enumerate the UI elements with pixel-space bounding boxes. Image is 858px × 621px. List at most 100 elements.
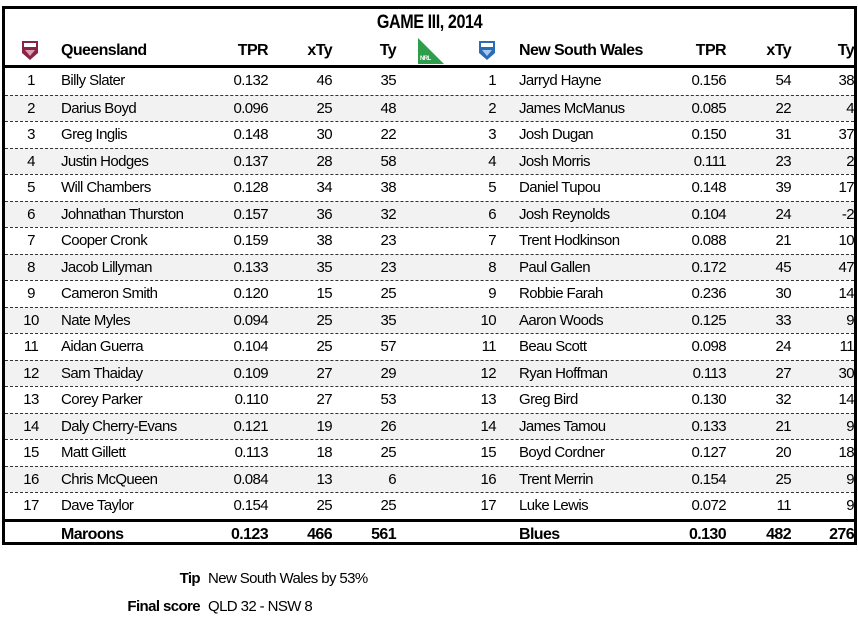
home-ty: 6: [388, 470, 396, 488]
home-ty: 26: [380, 417, 397, 435]
away-player-name: Ryan Hoffman: [519, 364, 608, 382]
home-xty: 25: [316, 497, 333, 514]
home-xty: 18: [316, 444, 333, 461]
away-xty: 54: [775, 72, 792, 89]
home-tpr: 0.133: [233, 258, 268, 276]
away-tpr: 0.111: [693, 152, 727, 170]
home-tpr: 0.104: [233, 338, 268, 355]
home-rank: 9: [27, 285, 35, 302]
away-player-name: Trent Hodkinson: [519, 232, 620, 249]
home-ty: 25: [380, 285, 397, 302]
table-row: 2 Darius Boyd 0.096 25 48 2 James McManus 0.085…: [5, 94, 855, 121]
home-player-name: Cameron Smith: [61, 285, 158, 302]
home-ty: 23: [380, 258, 397, 276]
svg-text:NRL: NRL: [420, 56, 431, 62]
away-xty: 21: [775, 417, 792, 435]
away-player-name: Beau Scott: [519, 338, 587, 355]
away-ty: 11: [839, 338, 855, 355]
home-rank: 6: [27, 205, 35, 223]
away-ty: 2: [846, 152, 854, 170]
home-tpr: 0.132: [233, 72, 268, 89]
away-xty: 33: [775, 311, 792, 329]
away-xty: 24: [775, 338, 792, 355]
away-rank: 14: [480, 417, 497, 435]
home-xty: 19: [316, 417, 333, 435]
home-xty: 28: [316, 152, 333, 170]
home-rank: 10: [23, 311, 39, 329]
home-xty: 27: [316, 391, 333, 408]
table-row: 7 Cooper Cronk 0.159 38 23 7 Trent Hodkinson 0.…: [5, 227, 855, 254]
away-player-name: Robbie Farah: [519, 285, 603, 302]
final-score-value: QLD 32 - NSW 8: [208, 598, 313, 615]
table-row: 9 Cameron Smith 0.120 15 25 9 Robbie Farah 0.23…: [5, 280, 855, 307]
home-player-name: Chris McQueen: [61, 470, 158, 488]
home-player-name: Aidan Guerra: [61, 338, 144, 355]
home-tpr: 0.148: [233, 126, 268, 143]
home-xty: 13: [316, 470, 333, 488]
away-xty: 31: [775, 126, 792, 143]
home-ty: 57: [380, 338, 397, 355]
away-tpr: 0.133: [691, 417, 726, 435]
table-row: 16 Chris McQueen 0.084 13 6 16 Trent Merrin 0.1…: [5, 465, 855, 492]
final-score-label: Final score: [127, 598, 200, 615]
away-tpr: 0.236: [691, 285, 726, 302]
tip-value: New South Wales by 53%: [208, 570, 368, 587]
home-player-name: Darius Boyd: [61, 99, 137, 117]
away-ty: 30: [838, 364, 855, 382]
away-player-name: Daniel Tupou: [519, 179, 601, 196]
away-xty: 30: [775, 285, 792, 302]
away-player-name: Greg Bird: [519, 391, 578, 408]
home-ty: 48: [380, 99, 397, 117]
away-total-tpr: 0.130: [688, 525, 727, 543]
table-row: 11 Aidan Guerra 0.104 25 57 11 Beau Scott 0.098…: [5, 333, 855, 360]
home-xty: 34: [316, 179, 333, 196]
away-tpr: 0.150: [691, 126, 726, 143]
away-rank: 8: [488, 258, 496, 276]
table-row: 3 Greg Inglis 0.148 30 22 3 Josh Dugan 0.150 31 3…: [5, 121, 855, 148]
away-ty: 14: [838, 285, 855, 302]
away-rank: 10: [480, 311, 497, 329]
home-rank: 12: [23, 364, 39, 382]
table-row: 14 Daly Cherry-Evans 0.121 19 26 14 James Tamo…: [5, 412, 855, 439]
away-player-name: James Tamou: [519, 417, 606, 435]
away-player-name: Josh Dugan: [519, 126, 594, 143]
home-player-name: Greg Inglis: [61, 126, 128, 143]
away-xty: 32: [775, 391, 792, 408]
away-tpr: 0.148: [691, 179, 726, 196]
header-row: Queensland TPR xTy Ty NRL New South Wale…: [5, 36, 855, 68]
home-rank: 16: [23, 470, 39, 488]
home-ty: 38: [380, 179, 397, 196]
home-player-name: Daly Cherry-Evans: [61, 417, 177, 435]
away-rank: 15: [480, 444, 497, 461]
home-tpr: 0.121: [233, 417, 268, 435]
away-rank: 2: [488, 99, 496, 117]
totals-row: Maroons 0.123 466 561 Blues 0.130 482 27…: [5, 518, 855, 548]
away-player-name: Aaron Woods: [519, 311, 604, 329]
away-team-header: New South Wales: [519, 42, 643, 59]
table-row: 4 Justin Hodges 0.137 28 58 4 Josh Morris 0.111…: [5, 147, 855, 174]
home-ty: 35: [380, 72, 397, 89]
home-player-name: Cooper Cronk: [61, 232, 148, 249]
away-ty-header: Ty: [837, 42, 855, 59]
away-player-name: Boyd Cordner: [519, 444, 605, 461]
away-rank: 13: [480, 391, 497, 408]
home-rank: 14: [23, 417, 39, 435]
away-player-name: Jarryd Hayne: [519, 72, 602, 89]
home-rank: 11: [23, 338, 39, 355]
home-xty-header: xTy: [307, 42, 332, 59]
home-rank: 15: [23, 444, 39, 461]
away-tpr: 0.098: [691, 338, 726, 355]
away-tpr: 0.154: [691, 470, 726, 488]
home-tpr: 0.154: [233, 497, 268, 514]
home-xty: 46: [316, 72, 333, 89]
away-ty: 10: [838, 232, 855, 249]
home-ty: 22: [380, 126, 397, 143]
away-tpr-header: TPR: [695, 42, 727, 59]
away-tpr: 0.125: [691, 311, 726, 329]
away-tpr: 0.072: [691, 497, 726, 514]
home-xty: 38: [316, 232, 333, 249]
home-xty: 25: [316, 338, 333, 355]
game-title: GAME III, 2014: [376, 12, 483, 33]
qld-logo-icon: [22, 41, 38, 60]
home-total-ty: 561: [371, 525, 397, 543]
